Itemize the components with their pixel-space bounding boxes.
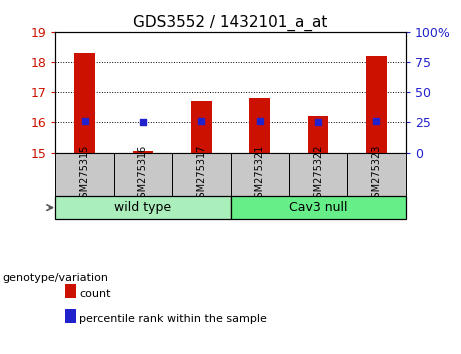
Bar bbox=[172, 153, 230, 196]
Point bbox=[198, 118, 205, 124]
Bar bbox=[249, 98, 270, 153]
Point bbox=[81, 118, 88, 124]
Text: Cav3 null: Cav3 null bbox=[289, 201, 347, 214]
Text: percentile rank within the sample: percentile rank within the sample bbox=[79, 314, 267, 324]
Bar bbox=[114, 153, 172, 196]
Bar bbox=[133, 151, 153, 153]
Point bbox=[373, 118, 380, 124]
Bar bbox=[55, 196, 230, 219]
Text: GSM275323: GSM275323 bbox=[372, 144, 382, 204]
Bar bbox=[230, 153, 289, 196]
Point bbox=[139, 120, 147, 125]
Text: wild type: wild type bbox=[114, 201, 171, 214]
Bar bbox=[347, 153, 406, 196]
Text: GSM275321: GSM275321 bbox=[254, 144, 265, 204]
Bar bbox=[289, 153, 347, 196]
Text: GSM275315: GSM275315 bbox=[79, 144, 89, 204]
Bar bbox=[308, 116, 328, 153]
Text: GSM275316: GSM275316 bbox=[138, 144, 148, 204]
Text: count: count bbox=[79, 289, 111, 299]
Bar bbox=[366, 56, 387, 153]
Bar bbox=[230, 196, 406, 219]
Bar bbox=[191, 101, 212, 153]
Bar bbox=[74, 53, 95, 153]
Title: GDS3552 / 1432101_a_at: GDS3552 / 1432101_a_at bbox=[133, 14, 328, 30]
Text: GSM275317: GSM275317 bbox=[196, 144, 207, 204]
Text: genotype/variation: genotype/variation bbox=[2, 273, 108, 283]
Point bbox=[256, 118, 263, 124]
Text: GSM275322: GSM275322 bbox=[313, 144, 323, 204]
Point bbox=[314, 120, 322, 125]
Bar bbox=[55, 153, 114, 196]
